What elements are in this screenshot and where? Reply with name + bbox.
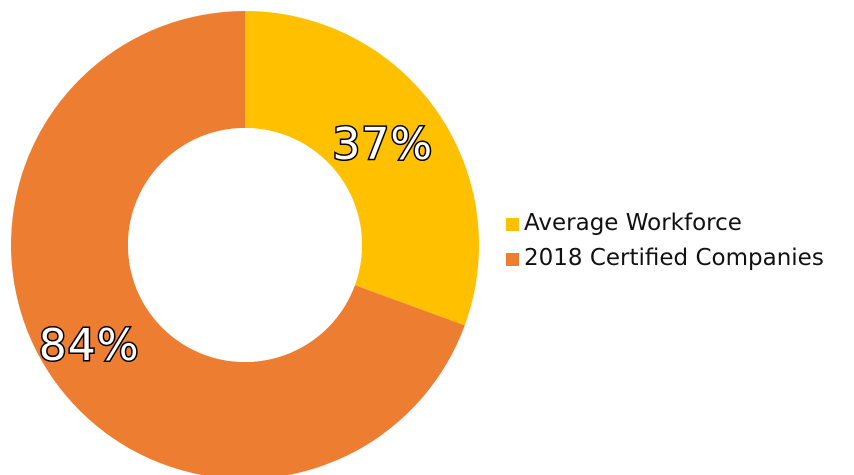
legend: Average Workforce 2018 Certified Compani… bbox=[506, 205, 824, 275]
legend-item-2018-certified-companies: 2018 Certified Companies bbox=[506, 240, 824, 275]
slice-value-label-2018-certified-companies: 84% bbox=[39, 320, 140, 371]
legend-item-average-workforce: Average Workforce bbox=[506, 205, 824, 240]
donut-hole bbox=[128, 128, 362, 362]
legend-label-2018-certified-companies: 2018 Certified Companies bbox=[524, 244, 824, 271]
slice-average-workforce bbox=[245, 11, 480, 326]
slice-2018-certified-companies bbox=[11, 11, 465, 475]
donut-slices bbox=[11, 11, 480, 475]
legend-label-average-workforce: Average Workforce bbox=[524, 209, 742, 236]
legend-swatch-average-workforce bbox=[506, 217, 519, 231]
slice-value-label-average-workforce: 37% bbox=[332, 119, 433, 170]
legend-swatch-2018-certified-companies bbox=[506, 252, 519, 266]
slice-labels: 37% 84% bbox=[37, 117, 433, 372]
